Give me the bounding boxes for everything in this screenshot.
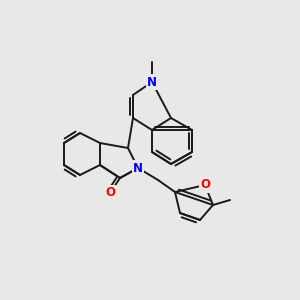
Text: O: O	[200, 178, 210, 191]
Text: N: N	[133, 161, 143, 175]
Text: O: O	[105, 187, 115, 200]
Text: N: N	[147, 76, 157, 88]
Text: N: N	[147, 76, 157, 88]
